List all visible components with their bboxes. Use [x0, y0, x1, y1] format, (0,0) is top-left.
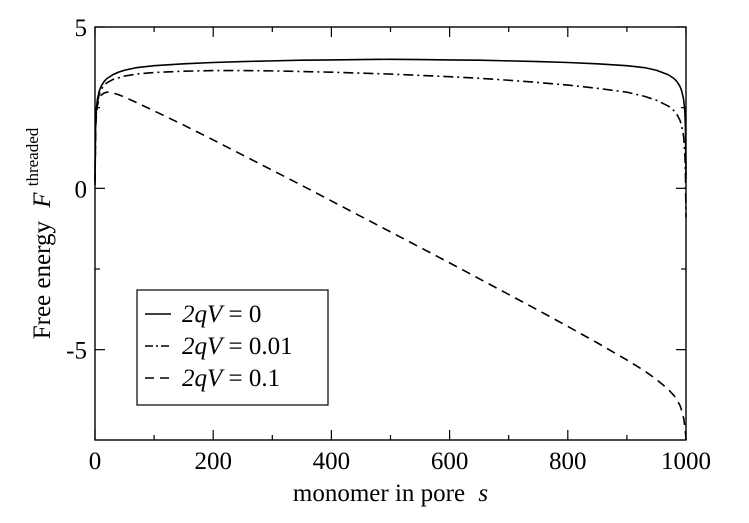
y-axis-title: Free energy F threaded: [23, 127, 56, 339]
legend-label-eq: = 0.01: [222, 333, 292, 360]
y-axis-title-text: Free energy: [29, 221, 56, 340]
x-axis-title-text: monomer in pore: [293, 480, 465, 507]
x-tick-label: 400: [313, 448, 351, 475]
y-axis-title-superscript: threaded: [23, 127, 42, 186]
x-axis-title: monomer in pore s: [293, 480, 488, 507]
legend-label-2: 2qV = 0.01: [182, 333, 293, 360]
legend-label-var: 2qV: [182, 365, 225, 392]
legend-label-3: 2qV = 0.1: [182, 365, 280, 392]
y-tick-label: -5: [66, 338, 87, 365]
y-axis-ticks: -5 0 5: [66, 15, 686, 365]
y-tick-label: 5: [75, 15, 88, 42]
x-tick-label: 600: [431, 448, 469, 475]
y-tick-label: 0: [75, 176, 88, 203]
x-tick-label: 200: [194, 448, 232, 475]
series-group: [94, 58, 687, 441]
x-tick-label: 1000: [661, 448, 711, 475]
legend-box: [136, 289, 329, 406]
x-tick-label: 0: [89, 448, 102, 475]
x-tick-label: 800: [549, 448, 587, 475]
x-axis-title-var: s: [478, 480, 488, 507]
plot-area: 0 200 400 600 800 1000 -5 0 5: [66, 15, 711, 475]
series-line-2: [94, 69, 687, 218]
legend-label-var: 2qV: [182, 333, 225, 360]
legend-label-eq: = 0: [222, 301, 261, 328]
x-axis-ticks: 0 200 400 600 800 1000: [89, 27, 711, 475]
legend-label-var: 2qV: [182, 301, 225, 328]
y-axis-title-var: F: [29, 192, 56, 209]
legend-label-1: 2qV = 0: [182, 301, 261, 328]
series-line-3: [94, 91, 687, 441]
legend-label-eq: = 0.1: [222, 365, 280, 392]
series-line-1: [94, 58, 687, 179]
